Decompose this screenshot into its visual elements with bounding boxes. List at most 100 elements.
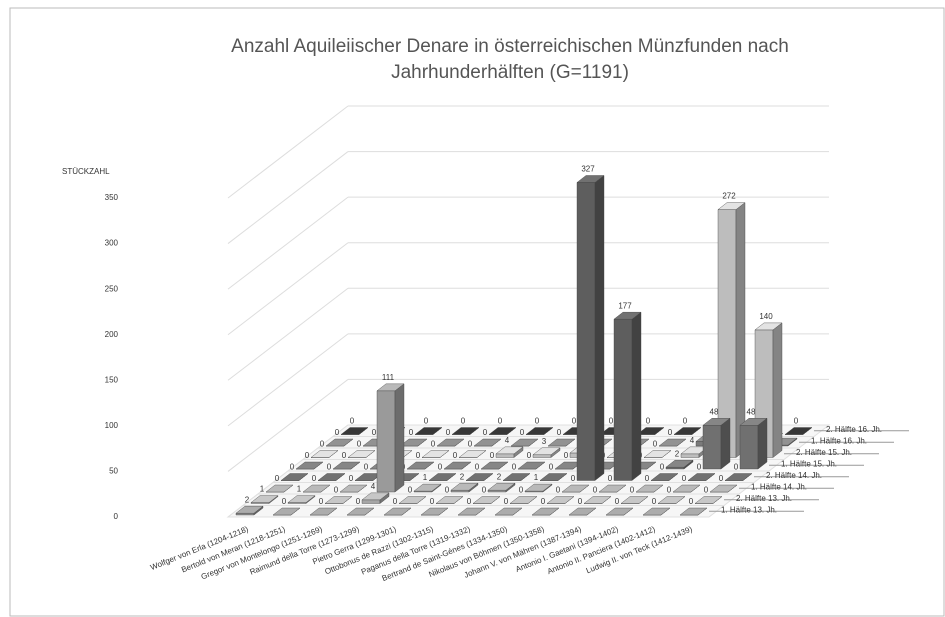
y-tick-label: 0 xyxy=(114,512,119,521)
series-label: 2. Hälfte 15. Jh. xyxy=(796,448,852,457)
bar-side xyxy=(594,175,605,481)
data-label: 0 xyxy=(424,417,429,426)
bar xyxy=(346,507,375,516)
data-label: 0 xyxy=(416,451,421,460)
bar xyxy=(724,473,753,481)
bar xyxy=(547,438,576,447)
data-label: 111 xyxy=(382,373,395,382)
data-label: 4 xyxy=(505,436,510,445)
series-label: 1. Hälfte 13. Jh. xyxy=(721,505,777,514)
grid-line xyxy=(227,379,349,472)
data-label: 0 xyxy=(438,463,443,472)
data-label: 0 xyxy=(364,463,369,472)
bar xyxy=(325,438,354,447)
bar-top xyxy=(324,496,353,504)
bar xyxy=(531,507,560,516)
bar-top xyxy=(547,438,576,447)
bar xyxy=(524,483,553,493)
data-label: 0 xyxy=(608,474,613,483)
bar xyxy=(406,461,435,470)
bar-top xyxy=(435,496,464,504)
bar xyxy=(643,450,672,458)
bar xyxy=(561,484,590,493)
bar-top xyxy=(784,427,813,435)
data-label: 272 xyxy=(722,192,736,201)
bar xyxy=(421,450,450,458)
bar-top xyxy=(642,507,671,516)
data-label: 0 xyxy=(290,463,295,472)
bar xyxy=(310,450,339,458)
data-label: 0 xyxy=(520,428,525,437)
bar xyxy=(525,427,554,435)
y-tick-label: 100 xyxy=(105,421,119,430)
bar-top xyxy=(250,495,279,503)
series-label: 2. Hälfte 13. Jh. xyxy=(736,494,792,503)
bar-side xyxy=(772,322,783,458)
bar xyxy=(539,473,568,481)
data-label: 0 xyxy=(320,440,325,449)
data-label: 0 xyxy=(697,463,702,472)
series-label: 2. Hälfte 16. Jh. xyxy=(826,425,882,434)
data-label: 4 xyxy=(371,482,376,491)
bar-top xyxy=(436,438,465,447)
data-label: 0 xyxy=(342,451,347,460)
bar-top xyxy=(347,450,376,458)
bar-top xyxy=(643,450,672,458)
bar-top xyxy=(657,496,686,504)
data-label: 0 xyxy=(483,428,488,437)
bar xyxy=(546,496,575,504)
bar xyxy=(235,505,264,516)
bar xyxy=(620,496,649,504)
bar-top xyxy=(754,322,783,331)
data-label: 177 xyxy=(618,301,632,310)
data-label: 4 xyxy=(690,436,695,445)
bar-top xyxy=(673,427,702,435)
bar xyxy=(517,461,546,470)
bar xyxy=(494,507,523,516)
bar xyxy=(583,496,612,504)
bar-top xyxy=(376,383,405,392)
data-label: 0 xyxy=(572,417,577,426)
data-label: 0 xyxy=(556,486,561,495)
bar xyxy=(398,496,427,504)
data-label: 1 xyxy=(534,473,539,482)
data-label: 0 xyxy=(350,417,355,426)
bar xyxy=(332,461,361,470)
bar-top xyxy=(665,459,694,468)
bar xyxy=(420,507,449,516)
data-label: 0 xyxy=(453,451,458,460)
data-label: 0 xyxy=(645,474,650,483)
bar-top xyxy=(361,492,390,501)
bar-top xyxy=(539,473,568,481)
bar xyxy=(324,496,353,504)
bar-top xyxy=(317,473,346,481)
bar-top xyxy=(605,507,634,516)
bar xyxy=(383,507,412,516)
bar-front xyxy=(376,390,396,493)
data-label: 0 xyxy=(578,497,583,506)
y-tick-label: 250 xyxy=(105,284,119,293)
bar-top xyxy=(450,482,479,491)
bar-top xyxy=(428,473,457,481)
bar-top xyxy=(339,484,368,493)
bar-front xyxy=(702,425,722,470)
bar-top xyxy=(414,427,443,435)
data-label: 0 xyxy=(593,486,598,495)
bar xyxy=(636,427,665,435)
series-label: 1. Hälfte 15. Jh. xyxy=(781,459,837,468)
bar xyxy=(272,507,301,516)
bar-top xyxy=(739,418,768,426)
data-label: 0 xyxy=(409,428,414,437)
bar-top xyxy=(310,450,339,458)
bar-top xyxy=(272,507,301,516)
data-label: 0 xyxy=(660,463,665,472)
bar-top xyxy=(488,427,517,435)
bar-front xyxy=(495,453,515,458)
data-label: 140 xyxy=(759,312,773,321)
data-label: 0 xyxy=(689,497,694,506)
bar xyxy=(451,427,480,435)
series-label: 1. Hälfte 14. Jh. xyxy=(751,482,807,491)
data-label: 0 xyxy=(734,463,739,472)
bar xyxy=(694,496,723,504)
